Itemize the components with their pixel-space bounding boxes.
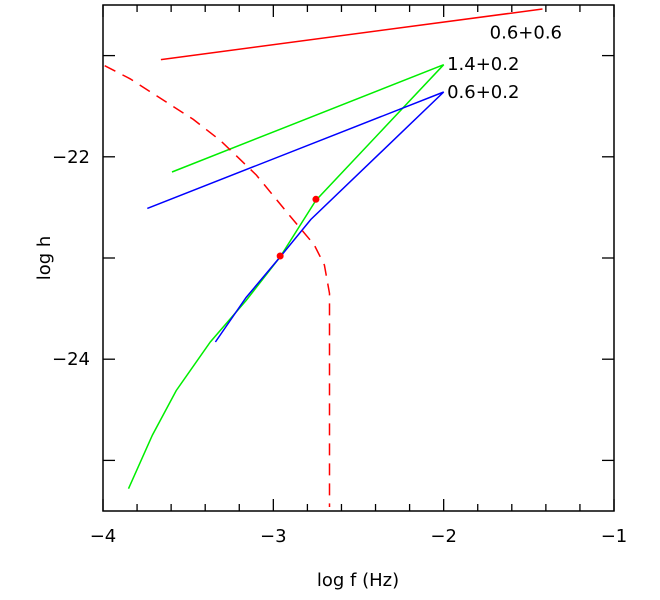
y-tick-label: −24 <box>52 349 90 370</box>
plot-marks: 0.6+0.6 1.4+0.2 0.6+0.2 <box>104 8 562 507</box>
series-label-1: 1.4+0.2 <box>447 54 519 75</box>
data-point-0 <box>312 195 320 203</box>
x-axis-label: log f (Hz) <box>317 570 399 591</box>
x-tick-label: −3 <box>260 526 287 547</box>
y-axis-label: log h <box>34 236 55 281</box>
plot-frame <box>102 4 615 512</box>
y-tick-label: −22 <box>52 147 90 168</box>
series-label-2: 0.6+0.2 <box>447 82 519 103</box>
axis-ticks: −4 −3 −2 −1 −22 −24 <box>52 5 627 547</box>
series-label-0: 0.6+0.6 <box>490 22 562 43</box>
series-line-3 <box>104 65 331 507</box>
series-line-0 <box>160 8 543 61</box>
series-line-1 <box>127 64 445 490</box>
x-tick-label: −1 <box>601 526 628 547</box>
x-tick-label: −4 <box>90 526 117 547</box>
data-point-1 <box>276 252 284 260</box>
x-tick-label: −2 <box>430 526 457 547</box>
series-line-2 <box>147 91 445 343</box>
